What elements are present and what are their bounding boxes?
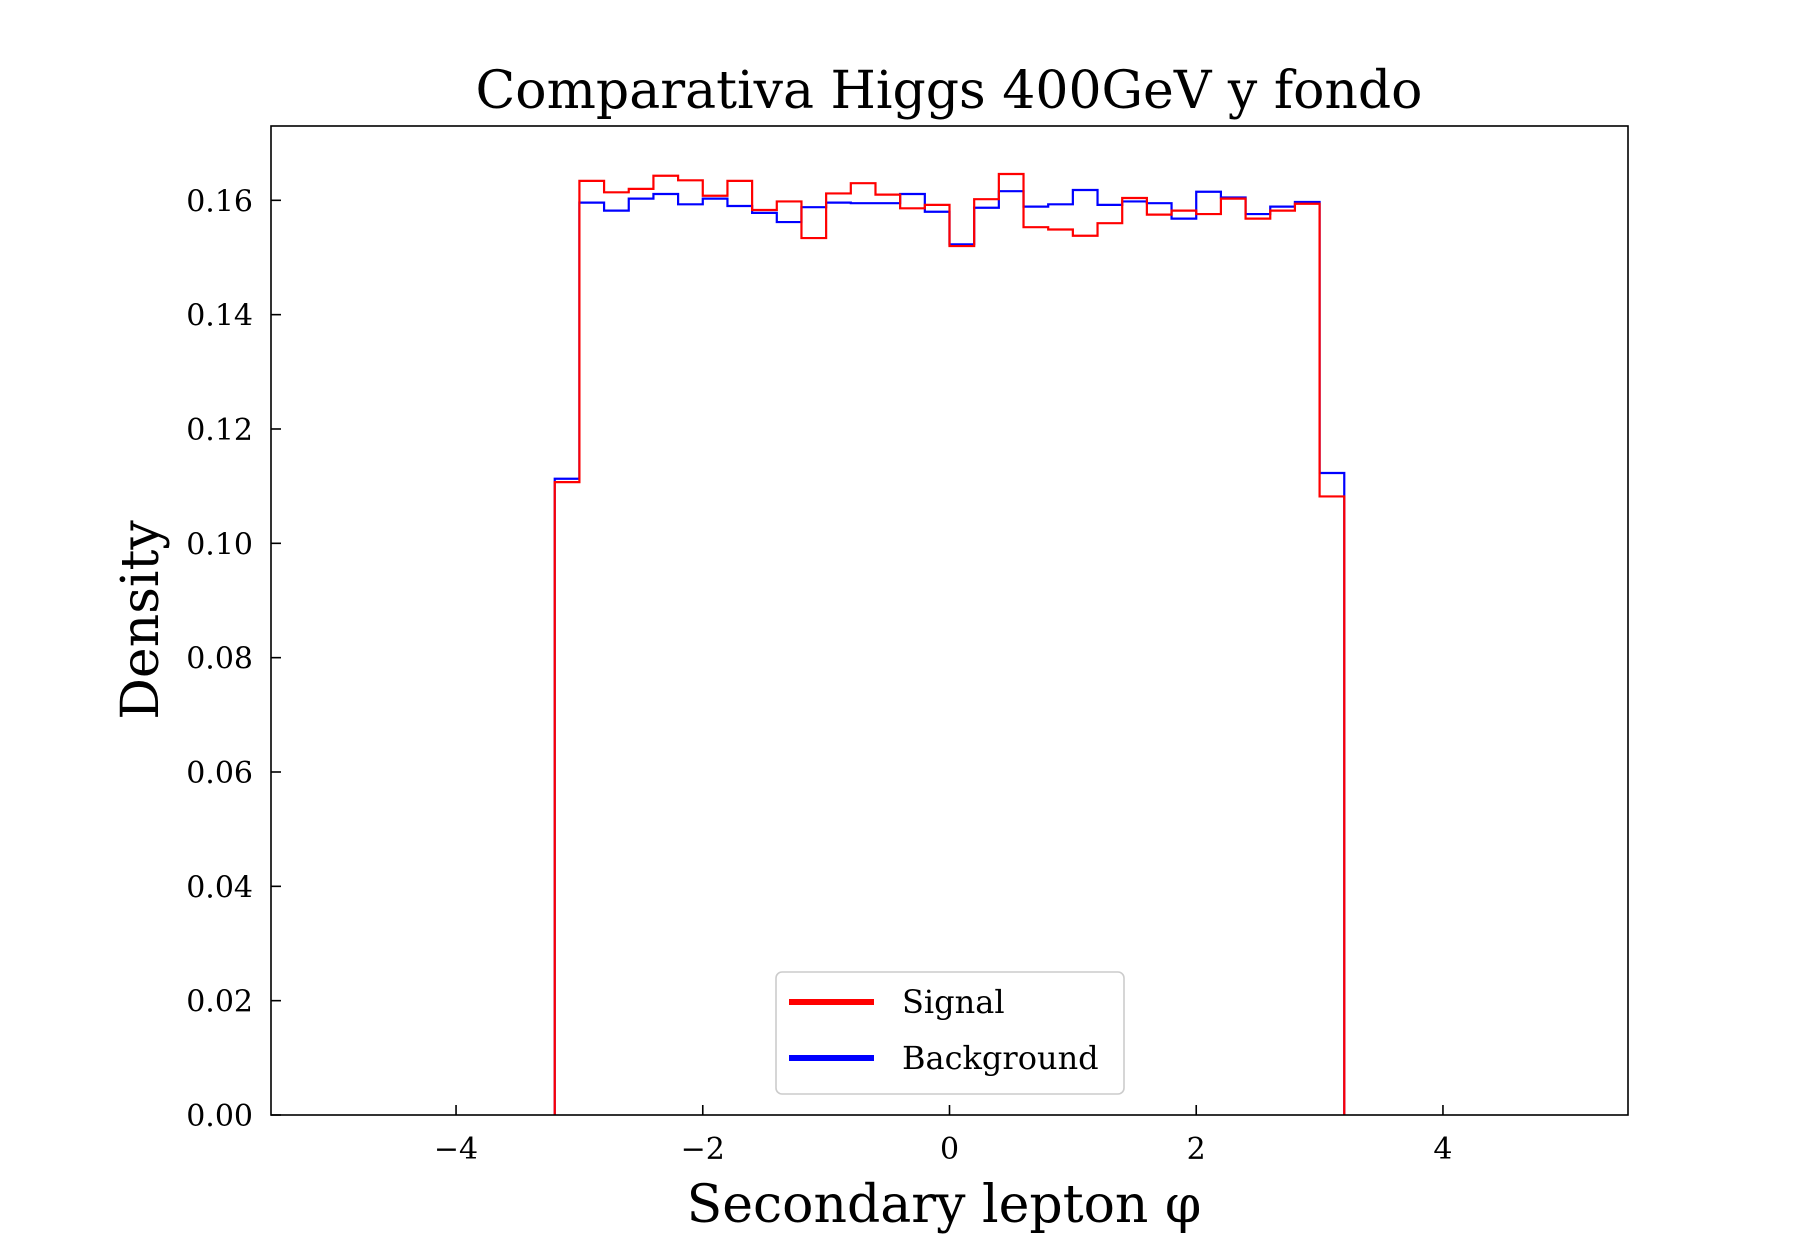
y-tick-label: 0.04: [186, 870, 253, 905]
chart-title: Comparativa Higgs 400GeV y fondo: [476, 61, 1423, 121]
x-tick-label: −2: [681, 1132, 725, 1167]
y-tick-label: 0.02: [186, 985, 253, 1020]
legend-signal-label: Signal: [902, 983, 1005, 1021]
axis-ticks: −4 −2 0 2 4 0.00 0.02 0.04 0.06 0.08 0.10 0.12 0.14 0…: [186, 184, 1452, 1167]
y-tick-label: 0.08: [186, 642, 253, 677]
y-tick-label: 0.06: [186, 756, 253, 791]
legend: Signal Background: [775, 971, 1125, 1095]
y-tick-label: 0.12: [186, 413, 253, 448]
y-tick-label: 0.00: [186, 1099, 253, 1134]
y-tick-label: 0.10: [186, 527, 253, 562]
x-tick-label: 2: [1187, 1132, 1206, 1167]
x-tick-label: 0: [940, 1132, 959, 1167]
series-signal-step: [553, 172, 1346, 1115]
x-axis-label: Secondary lepton φ: [687, 1175, 1202, 1235]
x-tick-label: 4: [1433, 1132, 1452, 1167]
y-tick-label: 0.14: [186, 299, 253, 334]
x-tick-label: −4: [434, 1132, 478, 1167]
plot-frame: [270, 125, 1629, 1116]
y-axis-label: Density: [111, 520, 171, 720]
legend-background-label: Background: [902, 1039, 1099, 1077]
plot-area: [553, 172, 1346, 1115]
y-tick-label: 0.16: [186, 184, 253, 219]
